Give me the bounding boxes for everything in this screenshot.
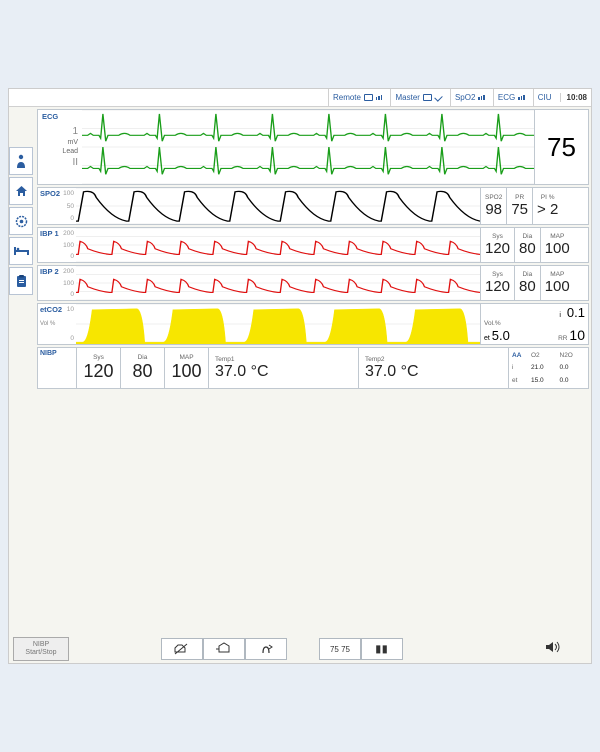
sidebar-settings[interactable] — [9, 207, 33, 235]
etco2-label: etCO2 10 Vol % 0 — [38, 304, 76, 344]
spo2-waveform — [76, 188, 480, 224]
status-spo2: SpO2 — [450, 89, 489, 106]
numerics-button[interactable]: 75 75 — [319, 638, 361, 660]
bottom-numerics: NIBP Sys120 Dia80 MAP100 Temp1 37.0 °C T… — [37, 347, 589, 389]
ibp2-waveform — [76, 266, 480, 300]
status-ecg: ECG — [493, 89, 529, 106]
bed-icon — [14, 247, 29, 255]
clipboard-icon — [16, 275, 27, 288]
ibp1-label: IBP 1 200 100 0 — [38, 228, 76, 262]
sidebar — [9, 107, 35, 635]
volume-button[interactable] — [545, 640, 587, 658]
etco2-row: etCO2 10 Vol % 0 i0.1 Vol.% et 5.0RR 10 — [37, 303, 589, 345]
monitor-icon — [364, 94, 373, 101]
top-status-bar: Remote Master SpO2 ECG CIU 10:08 — [9, 89, 591, 107]
sidebar-patient[interactable] — [9, 147, 33, 175]
ecg-row: ECG 1 mV Lead II 75 — [37, 109, 589, 185]
display-buttons: 75 75 ▮▮ — [319, 638, 403, 660]
person-icon — [16, 154, 26, 168]
sidebar-bed[interactable] — [9, 237, 33, 265]
monitor-icon — [423, 94, 432, 101]
ibp1-row: IBP 1 200 100 0 Sys120 Dia80 MAP100 — [37, 227, 589, 263]
bell-limits-icon — [215, 642, 233, 656]
check-icon — [434, 93, 442, 101]
spo2-row: SPO2 100 50 0 SPO298 PR75 PI %> 2 — [37, 187, 589, 225]
gear-icon — [15, 215, 28, 228]
ecg-waveform — [82, 110, 534, 184]
signal-icon — [478, 95, 485, 100]
numbers-icon: 75 75 — [330, 645, 350, 654]
temp1: Temp1 37.0 °C — [208, 348, 358, 388]
ibp2-row: IBP 2 200 100 0 Sys120 Dia80 MAP100 — [37, 265, 589, 301]
bell-reset-icon — [257, 642, 275, 656]
status-ciu: CIU — [533, 89, 556, 106]
spo2-readout: SPO298 PR75 PI %> 2 — [480, 188, 588, 224]
alarm-reset-button[interactable] — [245, 638, 287, 660]
ibp1-readout: Sys120 Dia80 MAP100 — [480, 228, 588, 262]
status-remote: Remote — [328, 89, 387, 106]
ibp1-waveform — [76, 228, 480, 262]
ecg-label: ECG 1 mV Lead II — [38, 110, 82, 184]
etco2-readout: i0.1 Vol.% et 5.0RR 10 — [480, 304, 588, 344]
monitor-screen: Remote Master SpO2 ECG CIU 10:08 — [8, 88, 592, 664]
status-master: Master — [390, 89, 445, 106]
freeze-button[interactable]: ▮▮ — [361, 638, 403, 660]
spo2-label: SPO2 100 50 0 — [38, 188, 76, 224]
home-icon — [15, 185, 28, 197]
nibp-start-stop-button[interactable]: NIBP Start/Stop — [13, 637, 69, 661]
alarm-limits-button[interactable] — [203, 638, 245, 660]
alarm-buttons — [161, 638, 287, 660]
waveform-content: ECG 1 mV Lead II 75 SPO2 100 50 — [35, 107, 591, 635]
ibp2-label: IBP 2 200 100 0 — [38, 266, 76, 300]
hr-value: 75 — [547, 132, 576, 163]
main-area: ECG 1 mV Lead II 75 SPO2 100 50 — [9, 107, 591, 635]
alarm-silence-button[interactable] — [161, 638, 203, 660]
footer-toolbar: NIBP Start/Stop 75 75 ▮▮ — [9, 635, 591, 663]
anesthetic-agent: AA O2 N2O i 21.0 0.0 et 15.0 0.0 — [508, 348, 588, 388]
sidebar-home[interactable] — [9, 177, 33, 205]
etco2-waveform — [76, 304, 480, 344]
ibp2-readout: Sys120 Dia80 MAP100 — [480, 266, 588, 300]
bell-off-icon — [173, 642, 191, 656]
temp2: Temp2 37.0 °C — [358, 348, 508, 388]
speaker-icon — [545, 641, 561, 653]
pause-icon: ▮▮ — [375, 644, 388, 655]
signal-icon — [376, 95, 383, 100]
hr-readout: 75 — [534, 110, 588, 184]
sidebar-records[interactable] — [9, 267, 33, 295]
clock: 10:08 — [560, 93, 587, 102]
signal-icon — [518, 95, 525, 100]
